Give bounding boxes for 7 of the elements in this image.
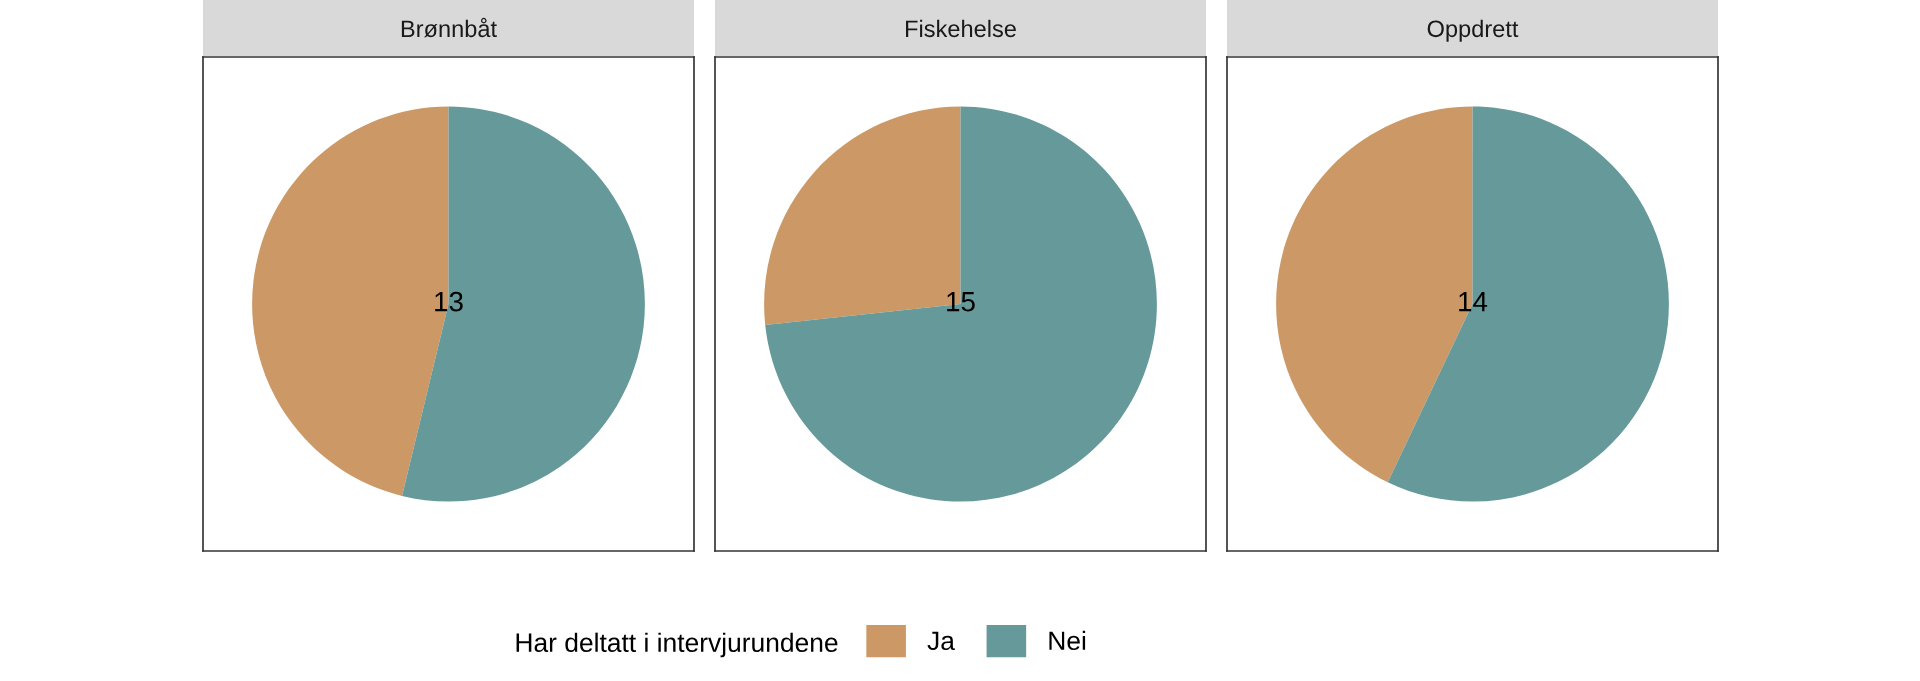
- legend-title: Har deltatt i intervjurundene: [516, 632, 838, 658]
- legend-label: Nei: [1049, 630, 1086, 651]
- legend-label: Ja: [927, 631, 955, 651]
- chart-title: Fiskehelse: [906, 19, 1016, 38]
- chart-title: Oppdrett: [1427, 19, 1519, 42]
- chart-title: Brønnbåt: [401, 17, 497, 38]
- text: 15: [947, 292, 975, 312]
